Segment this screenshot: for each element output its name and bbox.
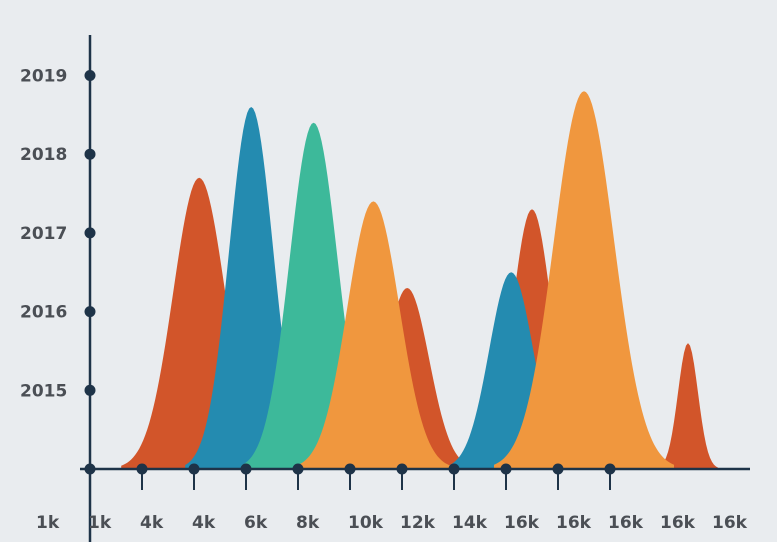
x-tick-dot-1 bbox=[136, 463, 148, 475]
y-tick-label-2015: 2015 bbox=[20, 381, 67, 401]
x-tick-label-11: 16k bbox=[556, 513, 592, 533]
x-tick-label-3: 4k bbox=[140, 513, 164, 533]
area-peak-orange-2 bbox=[494, 91, 674, 469]
x-tick-label-13: 16k bbox=[660, 513, 696, 533]
x-tick-label-8: 12k bbox=[400, 513, 436, 533]
y-tick-dot-2016 bbox=[84, 306, 96, 318]
area-peak-orange-1 bbox=[295, 201, 452, 469]
origin-dot bbox=[84, 463, 96, 475]
x-tick-label-7: 10k bbox=[348, 513, 384, 533]
area-peak-red-4 bbox=[658, 343, 718, 469]
x-tick-dot-6 bbox=[396, 463, 408, 475]
x-tick-label-9: 14k bbox=[452, 513, 488, 533]
x-tick-dot-9 bbox=[552, 463, 564, 475]
x-tick-label-5: 6k bbox=[244, 513, 268, 533]
chart-labels: 2015 2016 2017 2018 2019 1k 1k 4k 4k 6k 8k 10k 12k 14… bbox=[20, 67, 748, 534]
x-tick-dot-2 bbox=[188, 463, 200, 475]
y-tick-dot-2017 bbox=[84, 227, 96, 239]
x-tick-label-1: 1k bbox=[36, 513, 60, 533]
y-tick-label-2019: 2019 bbox=[20, 67, 67, 87]
chart-axes bbox=[80, 35, 750, 542]
y-tick-dot-2018 bbox=[84, 148, 96, 160]
x-tick-dot-4 bbox=[292, 463, 304, 475]
y-tick-label-2018: 2018 bbox=[20, 145, 67, 165]
x-tick-label-6: 8k bbox=[296, 513, 320, 533]
x-tick-dot-5 bbox=[344, 463, 356, 475]
y-tick-label-2017: 2017 bbox=[20, 224, 67, 244]
y-tick-dot-2015 bbox=[84, 384, 96, 396]
x-tick-label-12: 16k bbox=[608, 513, 644, 533]
y-tick-dot-2019 bbox=[84, 70, 96, 81]
x-tick-label-14: 16k bbox=[712, 513, 748, 533]
x-tick-dot-10 bbox=[604, 463, 616, 475]
x-tick-dot-3 bbox=[240, 463, 252, 475]
x-tick-label-10: 16k bbox=[504, 513, 540, 533]
x-tick-dot-8 bbox=[500, 463, 512, 475]
chart-areas bbox=[121, 91, 718, 470]
y-tick-label-2016: 2016 bbox=[20, 303, 67, 323]
x-tick-label-2: 1k bbox=[88, 513, 112, 533]
x-tick-dot-7 bbox=[448, 463, 460, 475]
x-tick-label-4: 4k bbox=[192, 513, 216, 533]
